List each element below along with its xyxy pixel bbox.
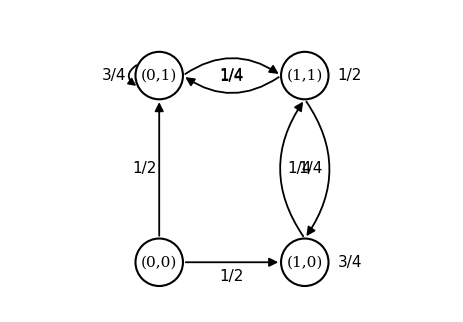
Text: 1/4: 1/4 (297, 161, 321, 176)
Text: 1/2: 1/2 (337, 68, 361, 83)
Text: (1,1): (1,1) (286, 69, 322, 82)
Text: 1/4: 1/4 (219, 68, 244, 82)
Text: (0,1): (0,1) (141, 69, 177, 82)
FancyArrowPatch shape (314, 252, 322, 271)
Text: 3/4: 3/4 (337, 255, 361, 270)
Circle shape (135, 239, 182, 286)
FancyArrowPatch shape (314, 65, 322, 85)
FancyArrowPatch shape (185, 259, 275, 266)
FancyArrowPatch shape (280, 103, 302, 236)
FancyArrowPatch shape (187, 77, 278, 93)
Circle shape (281, 239, 328, 286)
Text: 3/4: 3/4 (102, 68, 126, 83)
Text: 1/2: 1/2 (219, 269, 244, 284)
Text: (0,0): (0,0) (141, 255, 177, 269)
Text: 1/4: 1/4 (219, 69, 244, 84)
FancyArrowPatch shape (306, 101, 329, 234)
FancyArrowPatch shape (155, 104, 163, 236)
Circle shape (135, 52, 182, 99)
FancyArrowPatch shape (185, 58, 276, 74)
Text: 1/4: 1/4 (287, 161, 311, 176)
FancyArrowPatch shape (128, 65, 136, 85)
Circle shape (281, 52, 328, 99)
Text: (1,0): (1,0) (286, 255, 322, 269)
Text: 1/2: 1/2 (132, 161, 157, 176)
